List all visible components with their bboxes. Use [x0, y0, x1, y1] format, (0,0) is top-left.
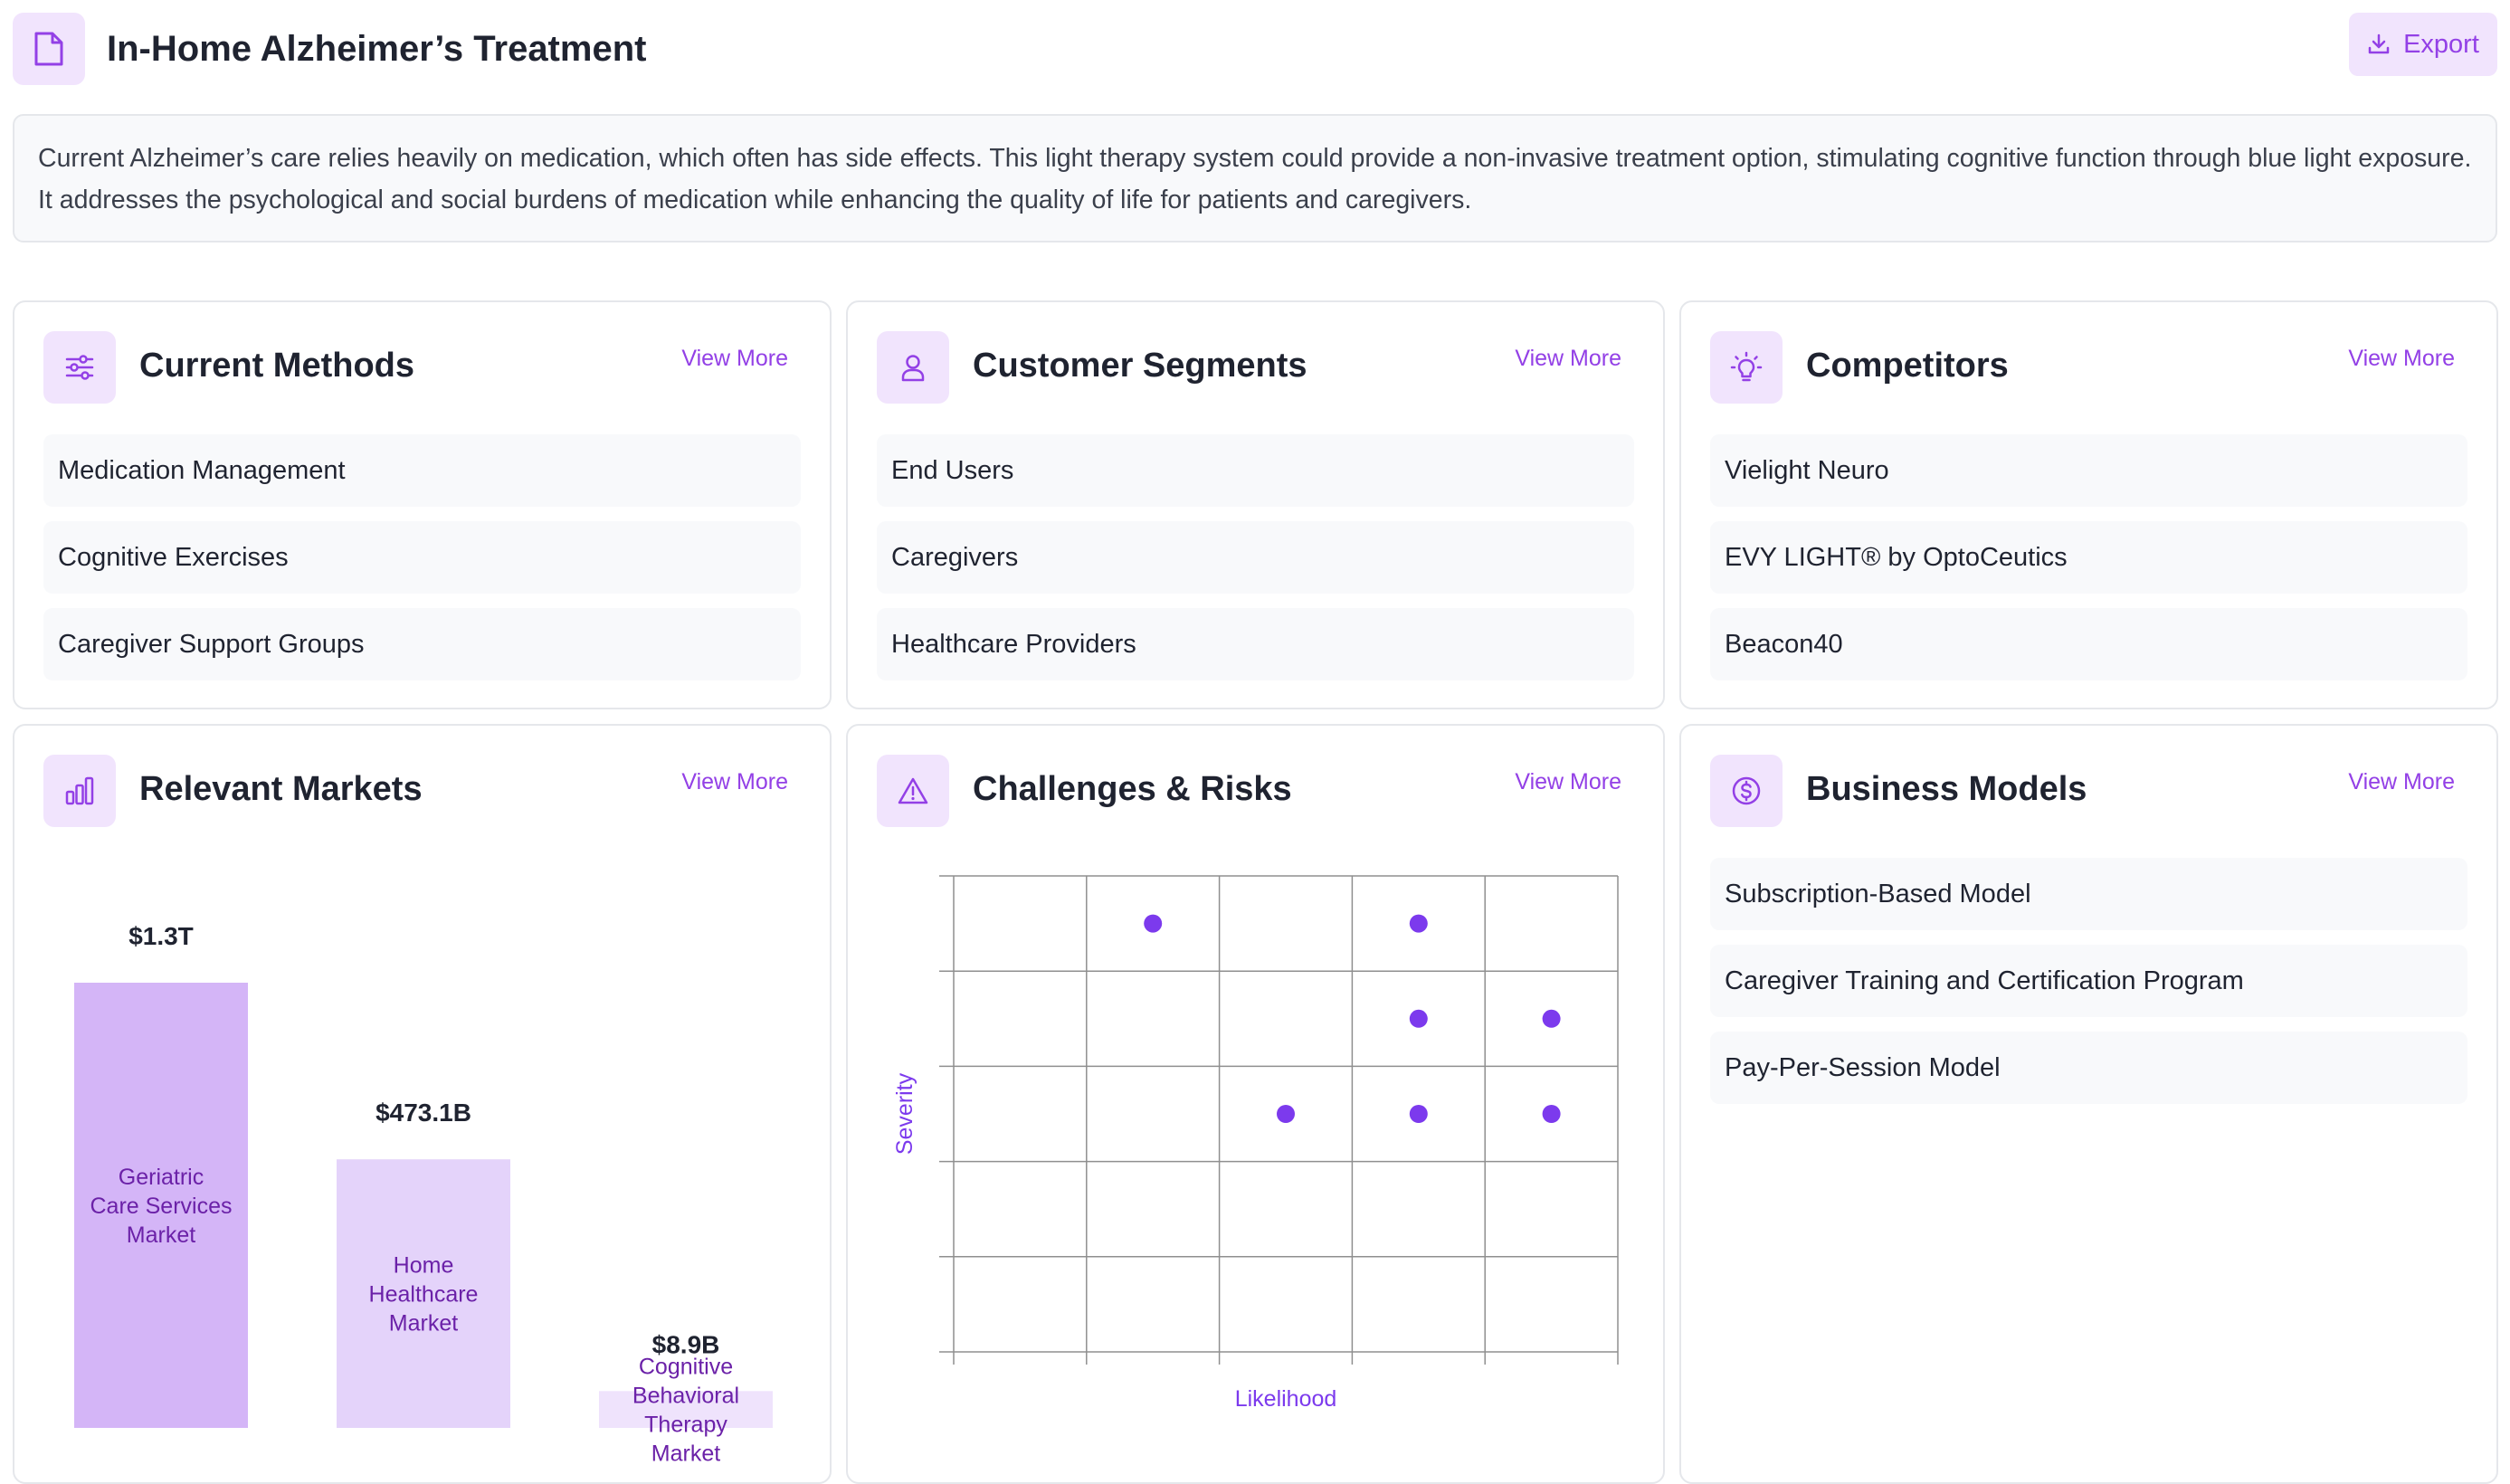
market-bar-chart: $1.3T Geriatric Care Services Market $473.1B… — [74, 922, 773, 1467]
view-more-link[interactable]: View More — [1515, 346, 1621, 371]
item-list: End Users Caregivers Healthcare Provider… — [877, 434, 1634, 695]
list-item[interactable]: Vielight Neuro — [1710, 434, 2467, 507]
market-bar — [599, 1391, 773, 1428]
matrix-grid — [939, 875, 1619, 1365]
view-more-link[interactable]: View More — [1515, 769, 1621, 794]
market-category-label: Cognitive Behavioral Therapy Market — [632, 1355, 739, 1467]
dollar-circle-icon — [1710, 755, 1783, 827]
relevant-markets-card: Relevant Markets View More $1.3T Geriatri… — [13, 724, 832, 1484]
card-title: Customer Segments — [973, 347, 1307, 385]
view-more-link[interactable]: View More — [2348, 769, 2455, 794]
market-value-label: $473.1B — [376, 1099, 471, 1127]
competitors-card: Competitors View More Vielight Neuro EVY… — [1679, 300, 2498, 709]
export-label: Export — [2403, 29, 2479, 59]
view-more-link[interactable]: View More — [681, 346, 788, 371]
risk-point — [1409, 914, 1428, 933]
risk-point — [1409, 1105, 1428, 1123]
current-methods-card: Current Methods View More Medication Man… — [13, 300, 832, 709]
download-icon — [2367, 33, 2391, 56]
x-axis-label: Likelihood — [1235, 1386, 1337, 1412]
market-value-label: $8.9B — [652, 1330, 720, 1358]
lightbulb-icon — [1710, 331, 1783, 404]
item-list: Medication Management Cognitive Exercise… — [43, 434, 801, 695]
market-category-label: Home Healthcare Market — [369, 1253, 479, 1337]
bar-chart-icon — [43, 755, 116, 827]
list-item[interactable]: Caregivers — [877, 521, 1634, 594]
list-item[interactable]: Caregiver Support Groups — [43, 608, 801, 680]
list-item[interactable]: Caregiver Training and Certification Pro… — [1710, 945, 2467, 1017]
market-bar — [337, 1159, 510, 1428]
risk-point — [1277, 1105, 1295, 1123]
risk-point — [1542, 1105, 1561, 1123]
list-item[interactable]: Pay-Per-Session Model — [1710, 1032, 2467, 1104]
market-bar — [74, 983, 248, 1428]
warning-icon — [877, 755, 949, 827]
risk-point — [1409, 1009, 1428, 1028]
list-item[interactable]: Beacon40 — [1710, 608, 2467, 680]
list-item[interactable]: Subscription-Based Model — [1710, 858, 2467, 930]
export-button[interactable]: Export — [2349, 13, 2497, 76]
customer-segments-card: Customer Segments View More End Users Ca… — [846, 300, 1665, 709]
card-title: Competitors — [1806, 347, 2009, 385]
user-icon — [877, 331, 949, 404]
document-icon — [13, 13, 85, 85]
risk-matrix-chart: Likelihood Severity — [892, 875, 1619, 1412]
page-header: In-Home Alzheimer’s Treatment Export — [13, 13, 2497, 85]
sliders-icon — [43, 331, 116, 404]
card-title: Relevant Markets — [139, 770, 423, 808]
risk-point — [1144, 914, 1163, 933]
view-more-link[interactable]: View More — [681, 769, 788, 794]
view-more-link[interactable]: View More — [2348, 346, 2455, 371]
list-item[interactable]: Healthcare Providers — [877, 608, 1634, 680]
market-category-label: Geriatric Care Services Market — [90, 1165, 233, 1248]
risk-point — [1542, 1009, 1561, 1028]
list-item[interactable]: Cognitive Exercises — [43, 521, 801, 594]
list-item[interactable]: Medication Management — [43, 434, 801, 507]
business-models-card: Business Models View More Subscription-B… — [1679, 724, 2498, 1484]
y-axis-label: Severity — [892, 1072, 917, 1155]
card-title: Current Methods — [139, 347, 414, 385]
list-item[interactable]: EVY LIGHT® by OptoCeutics — [1710, 521, 2467, 594]
item-list: Vielight Neuro EVY LIGHT® by OptoCeutics… — [1710, 434, 2467, 695]
item-list: Subscription-Based Model Caregiver Train… — [1710, 858, 2467, 1118]
challenges-risks-card: Challenges & Risks View More Likelihood S… — [846, 724, 1665, 1484]
card-title: Challenges & Risks — [973, 770, 1292, 808]
list-item[interactable]: End Users — [877, 434, 1634, 507]
card-title: Business Models — [1806, 770, 2087, 808]
description: Current Alzheimer’s care relies heavily … — [13, 114, 2497, 243]
market-value-label: $1.3T — [128, 922, 194, 950]
page-title: In-Home Alzheimer’s Treatment — [107, 29, 647, 69]
